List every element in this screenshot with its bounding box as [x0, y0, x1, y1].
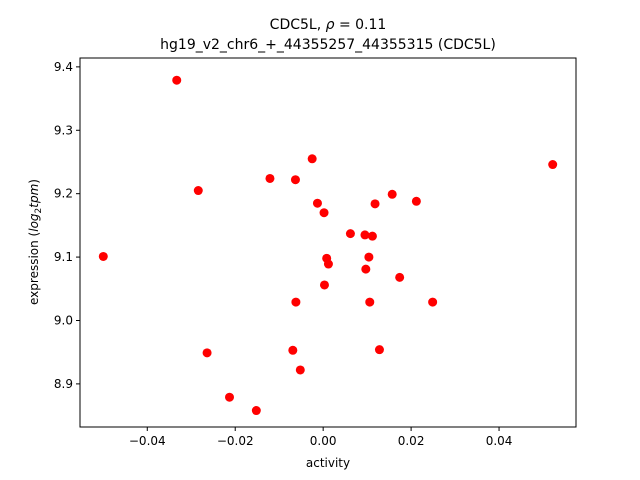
- y-tick-label: 9.3: [54, 123, 73, 137]
- data-point-28: [428, 297, 438, 307]
- data-point-12: [312, 198, 322, 208]
- chart-title-line2: hg19_v2_chr6_+_44355257_44355315 (CDC5L): [160, 37, 496, 53]
- data-point-10: [295, 365, 305, 375]
- y-tick-label: 9.4: [54, 60, 73, 74]
- data-point-14: [319, 280, 329, 290]
- data-point-20: [364, 252, 374, 262]
- x-tick-label: −0.04: [129, 434, 166, 448]
- x-axis-ticks: −0.04 −0.02 0.00 0.02 0.04: [129, 427, 513, 448]
- data-point-11: [307, 154, 317, 164]
- data-point-21: [365, 297, 375, 307]
- points-layer: [98, 75, 558, 416]
- data-point-2: [193, 186, 203, 196]
- x-tick-label: 0.04: [486, 434, 513, 448]
- data-point-5: [251, 406, 261, 416]
- data-point-26: [395, 272, 405, 282]
- data-point-19: [361, 264, 371, 274]
- y-tick-label: 9.2: [54, 187, 73, 201]
- data-point-8: [291, 297, 301, 307]
- data-point-29: [548, 160, 558, 170]
- data-point-0: [172, 75, 182, 85]
- y-tick-label: 9.0: [54, 313, 73, 327]
- x-tick-label: 0.02: [398, 434, 425, 448]
- y-tick-label: 8.9: [54, 377, 73, 391]
- data-point-17: [345, 229, 355, 239]
- data-point-22: [367, 231, 377, 241]
- data-point-4: [225, 392, 234, 402]
- data-point-27: [411, 196, 421, 206]
- data-point-7: [288, 345, 298, 355]
- data-point-24: [374, 345, 384, 355]
- data-point-3: [202, 348, 212, 358]
- x-tick-label: 0.00: [310, 434, 337, 448]
- data-point-16: [323, 259, 333, 269]
- x-axis-label: activity: [306, 456, 350, 470]
- data-point-13: [319, 208, 329, 218]
- data-point-1: [98, 251, 108, 261]
- data-point-25: [387, 189, 397, 199]
- data-point-9: [290, 175, 300, 185]
- y-axis-label: expression (log2tpm): [27, 179, 44, 305]
- data-point-23: [370, 199, 380, 209]
- y-axis-ticks: 8.9 9.0 9.1 9.2 9.3 9.4: [54, 60, 80, 391]
- y-tick-label: 9.1: [54, 250, 73, 264]
- x-tick-label: −0.02: [217, 434, 254, 448]
- plot-area-frame: [79, 57, 577, 428]
- chart-title-line1: CDC5L, ρ = 0.11: [270, 17, 387, 33]
- data-point-6: [265, 173, 275, 183]
- data-point-18: [360, 230, 370, 240]
